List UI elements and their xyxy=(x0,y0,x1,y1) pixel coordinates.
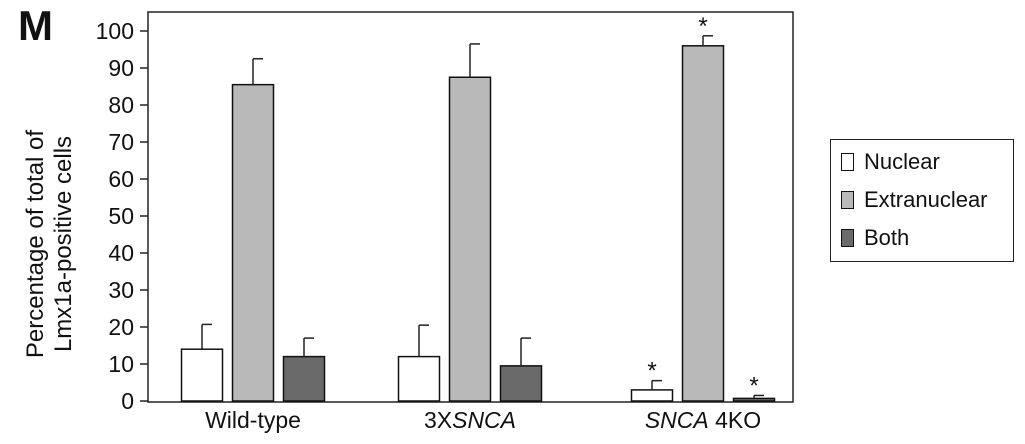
bar-extranuclear-1 xyxy=(448,76,492,402)
legend-item-extranuclear: Extranuclear xyxy=(841,185,988,215)
bar-nuclear-1 xyxy=(397,355,441,402)
legend-label-extranuclear: Extranuclear xyxy=(864,187,988,212)
significance-star: * xyxy=(749,372,758,399)
legend-swatch-extranuclear xyxy=(841,191,854,209)
legend-label-both: Both xyxy=(864,225,910,250)
x-category-label: 3XSNCA xyxy=(424,407,516,433)
significance-star: * xyxy=(698,13,707,40)
legend: Nuclear Extranuclear Both xyxy=(830,139,1014,262)
panel-letter: M xyxy=(18,2,53,49)
x-category-label: Wild-type xyxy=(205,407,301,433)
y-tick-label: 10 xyxy=(108,351,134,377)
y-tick-label: 20 xyxy=(108,314,134,340)
y-tick-label: 90 xyxy=(108,55,134,81)
y-tick-label: 50 xyxy=(108,203,134,229)
y-tick-label: 100 xyxy=(96,18,134,44)
bar-nuclear-0 xyxy=(180,348,224,402)
bar-nuclear-2 xyxy=(630,389,674,402)
bar-extranuclear-2 xyxy=(681,45,725,402)
bar-chart: 0 10 20 30 40 50 60 70 80 90 100 * * * Wild-type 3XSNCA… xyxy=(96,11,794,433)
y-tick-label: 70 xyxy=(108,129,134,155)
x-category-label: SNCA 4KO xyxy=(645,407,761,433)
y-tick-label: 80 xyxy=(108,92,134,118)
bar-both-1 xyxy=(499,365,543,402)
bar-extranuclear-0 xyxy=(231,83,275,402)
legend-item-both: Both xyxy=(841,223,909,253)
y-tick-label: 0 xyxy=(121,388,134,414)
legend-item-nuclear: Nuclear xyxy=(841,147,940,177)
bar-both-0 xyxy=(282,355,326,402)
plot-frame xyxy=(147,11,794,403)
y-tick-label: 60 xyxy=(108,166,134,192)
legend-label-nuclear: Nuclear xyxy=(864,149,940,174)
legend-swatch-both xyxy=(841,229,854,247)
significance-star: * xyxy=(647,358,656,385)
y-tick-label: 30 xyxy=(108,277,134,303)
y-tick-label: 40 xyxy=(108,240,134,266)
legend-swatch-nuclear xyxy=(841,153,854,171)
